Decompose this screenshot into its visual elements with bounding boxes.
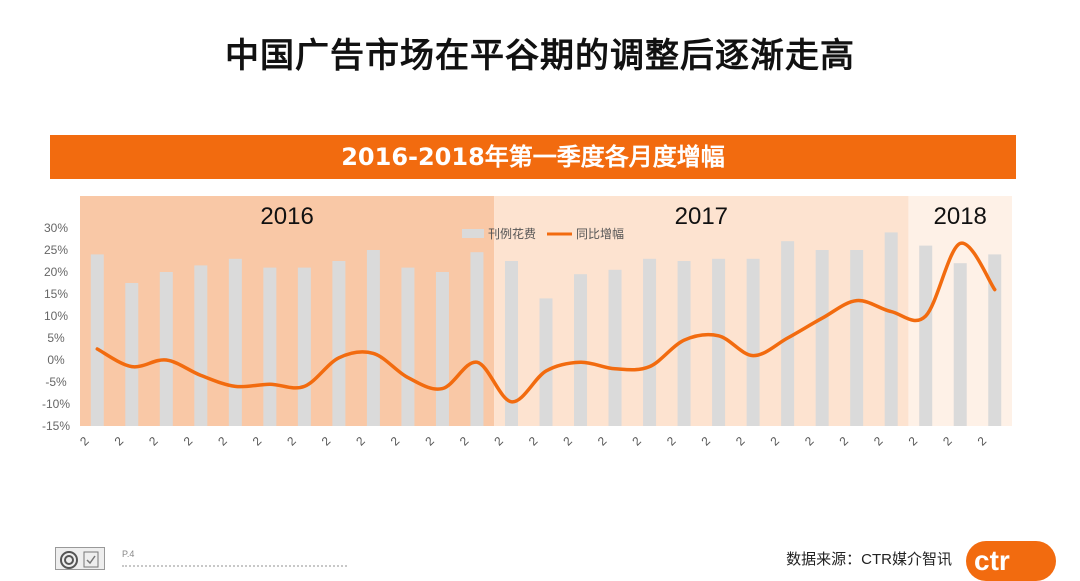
- bar: [885, 232, 898, 426]
- x-axis: 2 2 2 2 2 2 2 2 2 2 2 2 2 2 2 2 2 2 2 2 2 2 2 2 2 2 2: [77, 434, 989, 449]
- x-tick-label: 2: [388, 434, 403, 449]
- y-tick-label: 10%: [44, 309, 68, 323]
- legend-label-bar: 刊例花费: [488, 226, 536, 241]
- bar: [367, 250, 380, 426]
- x-tick-label: 2: [284, 434, 299, 449]
- x-tick-label: 2: [871, 434, 886, 449]
- bar: [470, 252, 483, 426]
- x-tick-label: 2: [457, 434, 472, 449]
- y-tick-label: 5%: [47, 331, 65, 345]
- bar: [401, 268, 414, 426]
- bar: [194, 265, 207, 426]
- ctr-logo: ctr: [966, 541, 1056, 581]
- y-tick-label: 0%: [47, 353, 65, 367]
- x-tick-label: 2: [215, 434, 230, 449]
- page-number: P.4: [122, 549, 134, 559]
- bar: [574, 274, 587, 426]
- x-tick-label: 2: [77, 434, 92, 449]
- bar: [747, 259, 760, 426]
- x-tick-label: 2: [733, 434, 748, 449]
- registered-mark: ®: [1025, 543, 1033, 552]
- x-tick-label: 2: [595, 434, 610, 449]
- x-tick-label: 2: [422, 434, 437, 449]
- x-tick-label: 2: [146, 434, 161, 449]
- bar: [263, 268, 276, 426]
- bar: [954, 263, 967, 426]
- year-band-2016: [80, 196, 494, 426]
- data-source: 数据来源：CTR媒介智讯: [786, 548, 952, 569]
- bar: [160, 272, 173, 426]
- year-label-2016: 2016: [260, 203, 313, 230]
- x-tick-label: 2: [560, 434, 575, 449]
- x-tick-label: 2: [975, 434, 990, 449]
- bar: [91, 254, 104, 426]
- bar: [609, 270, 622, 426]
- legend-label-line: 同比增幅: [576, 226, 624, 241]
- year-label-2017: 2017: [675, 203, 728, 230]
- y-axis: 30% 25% 20% 15% 10% 5% 0% -5% -10% -15%: [42, 221, 70, 433]
- y-tick-label: 15%: [44, 287, 68, 301]
- bar: [229, 259, 242, 426]
- x-tick-label: 2: [319, 434, 334, 449]
- bar: [332, 261, 345, 426]
- bar: [540, 298, 553, 426]
- bar: [298, 268, 311, 426]
- x-tick-label: 2: [698, 434, 713, 449]
- y-tick-label: 20%: [44, 265, 68, 279]
- x-tick-label: 2: [629, 434, 644, 449]
- year-label-2018: 2018: [934, 203, 987, 230]
- x-tick-label: 2: [906, 434, 921, 449]
- legend-swatch-bar: [462, 229, 484, 238]
- bar: [919, 246, 932, 426]
- page-title: 中国广告市场在平谷期的调整后逐渐走高: [0, 28, 1080, 77]
- bar: [712, 259, 725, 426]
- x-tick-label: 2: [112, 434, 127, 449]
- x-tick-label: 2: [802, 434, 817, 449]
- bar: [643, 259, 656, 426]
- y-tick-label: -15%: [42, 419, 70, 433]
- x-tick-label: 2: [940, 434, 955, 449]
- y-tick-label: 30%: [44, 221, 68, 235]
- x-tick-label: 2: [353, 434, 368, 449]
- x-tick-label: 2: [664, 434, 679, 449]
- bar: [816, 250, 829, 426]
- y-tick-label: -10%: [42, 397, 70, 411]
- year-band-2017: [494, 196, 908, 426]
- x-tick-label: 2: [250, 434, 265, 449]
- footnote-text: [122, 565, 347, 570]
- x-tick-label: 2: [837, 434, 852, 449]
- x-tick-label: 2: [767, 434, 782, 449]
- x-tick-label: 2: [491, 434, 506, 449]
- x-tick-label: 2: [181, 434, 196, 449]
- y-tick-label: -5%: [45, 375, 67, 389]
- chart-title: 2016-2018年第一季度各月度增幅: [50, 135, 1016, 179]
- bar: [436, 272, 449, 426]
- y-tick-label: 25%: [44, 243, 68, 257]
- chart-banner: 2016-2018年第一季度各月度增幅: [50, 135, 1016, 179]
- bar: [125, 283, 138, 426]
- x-tick-label: 2: [526, 434, 541, 449]
- bar: [850, 250, 863, 426]
- license-badge-icon: [55, 547, 105, 570]
